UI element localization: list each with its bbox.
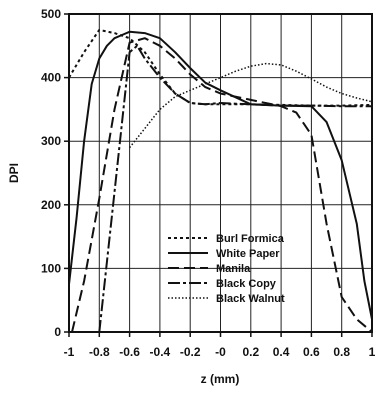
y-tick-label: 100 <box>41 261 61 275</box>
y-tick-label: 200 <box>41 198 61 212</box>
legend-label: Burl Formica <box>216 233 285 245</box>
x-tick-label: -0.2 <box>180 345 201 359</box>
x-tick-label: 0.2 <box>242 345 259 359</box>
series-line-manila <box>71 37 373 333</box>
legend: Burl Formica White Paper Manila Black Copy B… <box>168 233 285 305</box>
legend-label: Manila <box>216 263 251 275</box>
x-tick-label: -1 <box>64 345 75 359</box>
x-tick-label: -0.4 <box>150 345 171 359</box>
x-tick-label: 0.4 <box>273 345 290 359</box>
x-tick-label: 0.6 <box>303 345 320 359</box>
x-tick-label: -0 <box>215 345 226 359</box>
y-tick-labels: 0 100 200 300 400 500 <box>41 7 61 339</box>
y-tick-label: 300 <box>41 134 61 148</box>
y-tick-label: 500 <box>41 7 61 21</box>
plot-frame <box>68 13 373 333</box>
x-axis-label: z (mm) <box>201 372 240 386</box>
series-line-white-paper <box>68 30 373 320</box>
series-line-black-copy <box>98 44 372 333</box>
legend-label: Black Copy <box>216 278 277 290</box>
y-tick-label: 400 <box>41 71 61 85</box>
legend-label: Black Walnut <box>216 293 285 305</box>
x-tick-label: -0.6 <box>119 345 140 359</box>
x-tick-label: 0.8 <box>333 345 350 359</box>
legend-label: White Paper <box>216 248 280 260</box>
x-tick-label: -0.8 <box>89 345 110 359</box>
y-axis-label: DPI <box>7 163 21 183</box>
series-lines <box>68 28 373 333</box>
x-tick-labels: -1 -0.8 -0.6 -0.4 -0.2 -0 0.2 0.4 0.6 0.8 1 <box>64 345 376 359</box>
y-tick-label: 0 <box>54 325 61 339</box>
x-tick-label: 1 <box>369 345 376 359</box>
